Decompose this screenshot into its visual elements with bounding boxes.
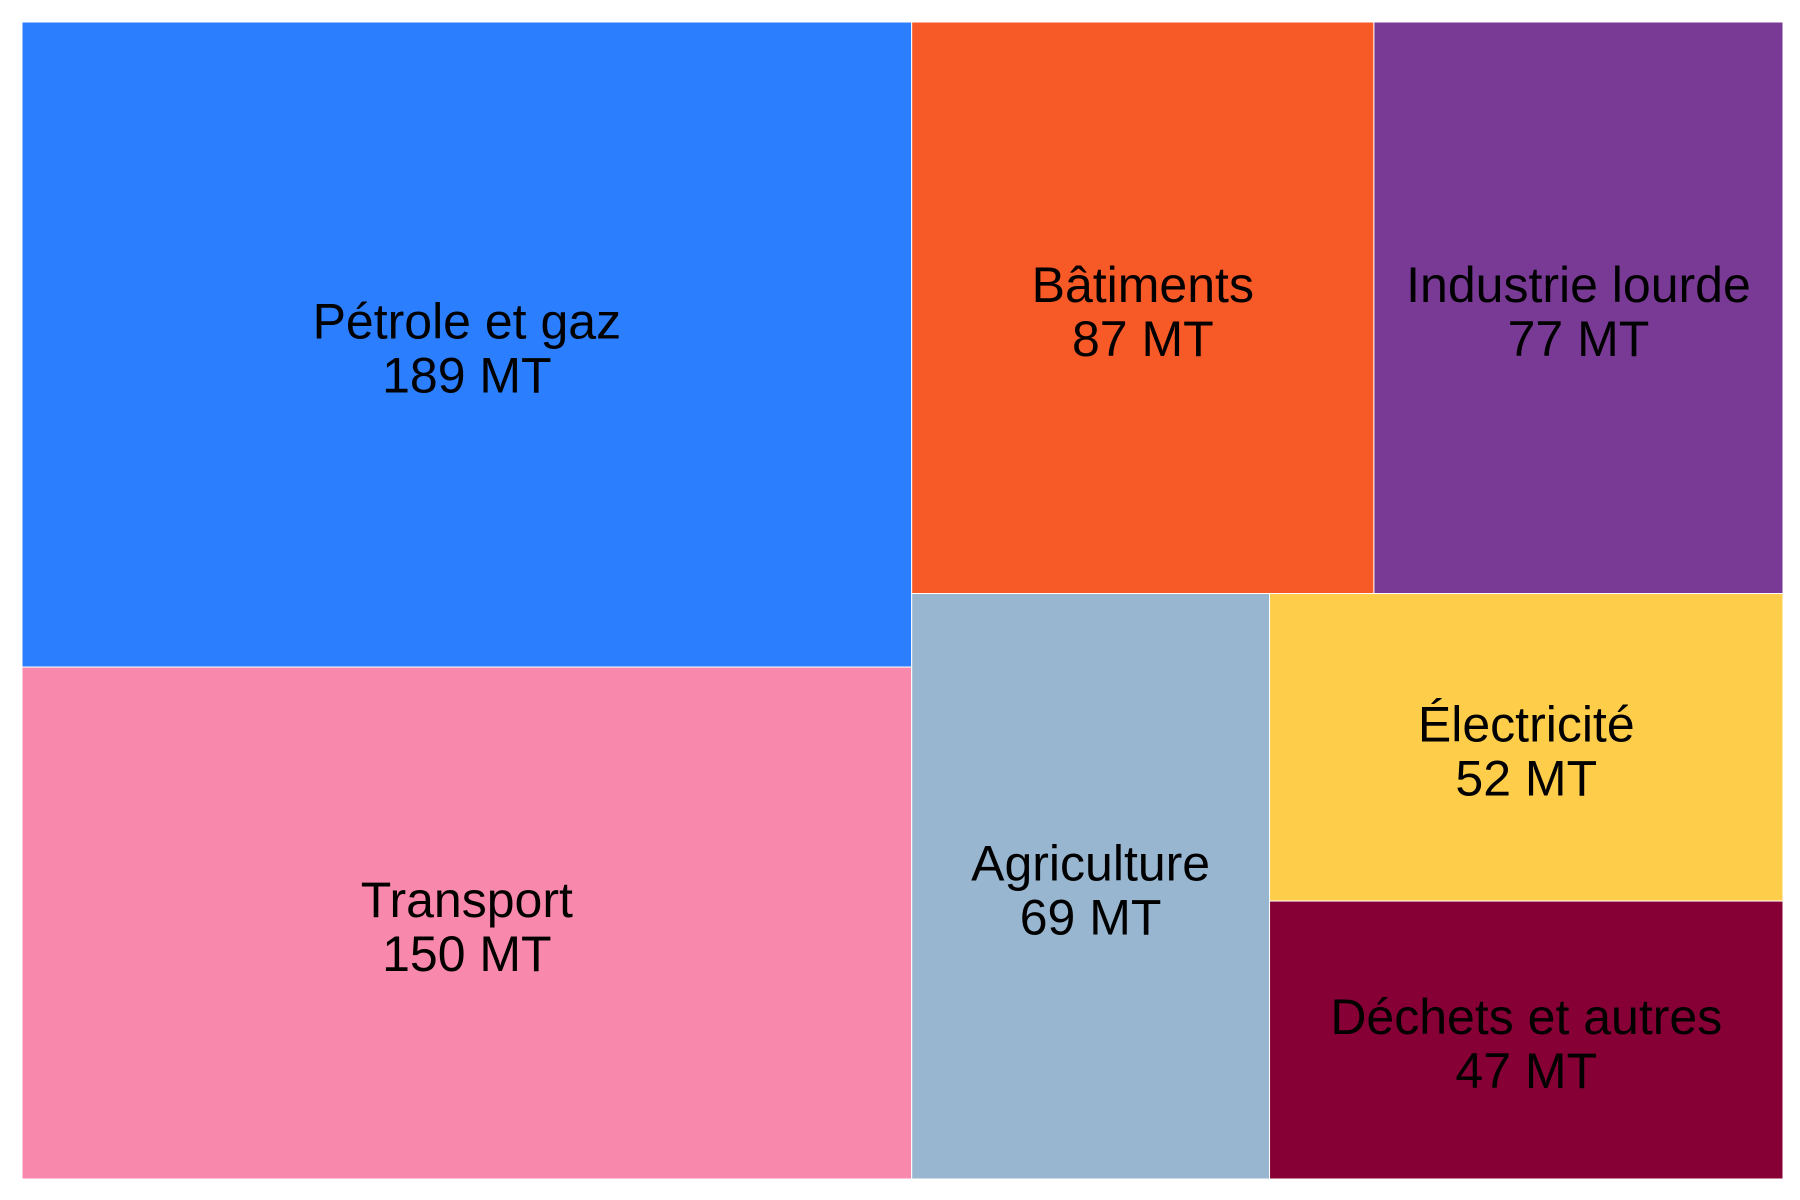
tile-4-value: 69 MT bbox=[1020, 889, 1162, 945]
tile-6-rect bbox=[1269, 900, 1784, 1180]
tile-5-rect bbox=[1269, 593, 1784, 902]
tile-3-rect bbox=[1373, 21, 1784, 595]
tile-0-label: Pétrole et gaz bbox=[313, 294, 622, 350]
tile-1-label: Transport bbox=[361, 872, 573, 928]
tile-1-value: 150 MT bbox=[382, 926, 552, 982]
tile-3-label: Industrie lourde bbox=[1406, 257, 1751, 313]
tile-2-rect bbox=[911, 21, 1375, 595]
tile-5-value: 52 MT bbox=[1455, 750, 1597, 806]
tile-6-value: 47 MT bbox=[1455, 1043, 1597, 1099]
tile-0-rect bbox=[21, 21, 913, 668]
tile-5-label: Électricité bbox=[1418, 696, 1635, 752]
tile-2-value: 87 MT bbox=[1072, 311, 1214, 367]
tile-4-label: Agriculture bbox=[971, 835, 1210, 891]
tile-6-label: Déchets et autres bbox=[1330, 989, 1722, 1045]
tile-2-label: Bâtiments bbox=[1032, 257, 1254, 313]
tile-3-value: 77 MT bbox=[1508, 311, 1650, 367]
tile-1-rect bbox=[21, 666, 913, 1180]
tile-4-rect bbox=[911, 593, 1271, 1180]
tile-0-value: 189 MT bbox=[382, 348, 552, 404]
